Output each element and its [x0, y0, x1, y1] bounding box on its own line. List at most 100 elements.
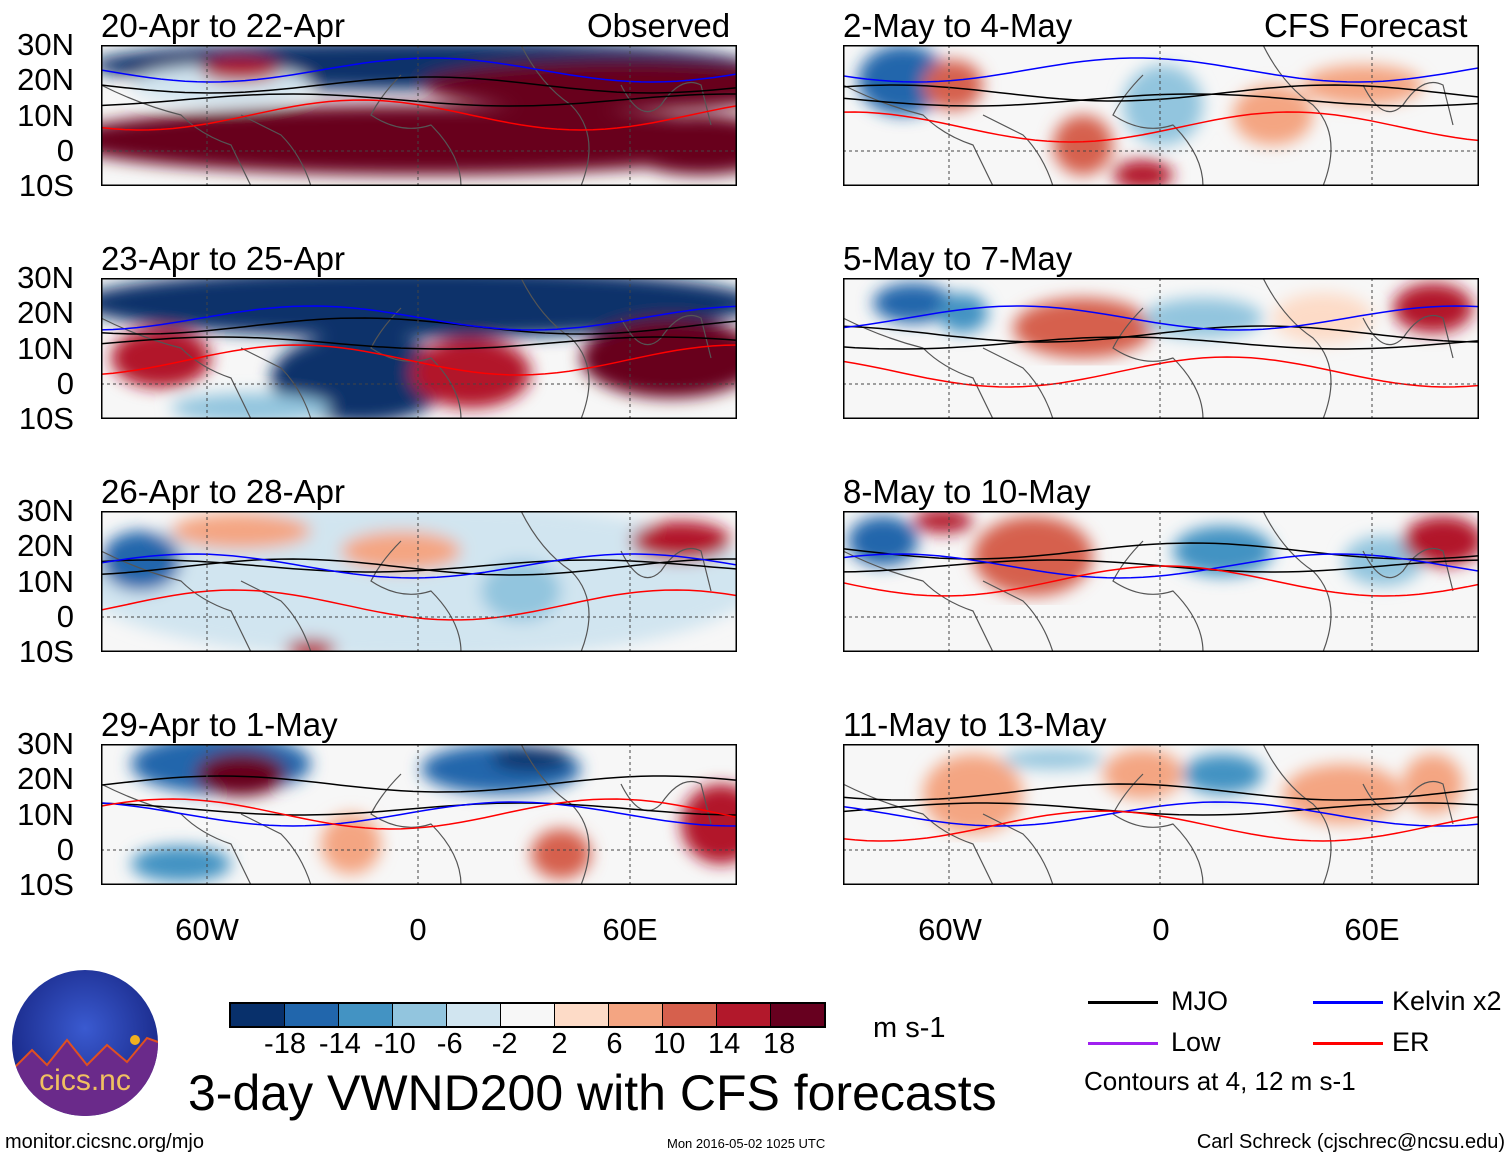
panel-title: 29-Apr to 1-May: [101, 706, 338, 743]
colorbar-swatch: [717, 1004, 771, 1026]
colorbar-swatch: [609, 1004, 663, 1026]
mjo-contour: [843, 802, 1479, 816]
colorbar: [229, 1002, 826, 1028]
anomaly-blob: [858, 45, 948, 115]
lat-label: 0: [56, 365, 74, 401]
anomaly-blob: [1183, 754, 1263, 794]
map-panel: [101, 511, 737, 652]
lat-label: 20N: [17, 62, 74, 98]
anomaly-blob: [481, 561, 561, 621]
anomaly-blob: [321, 814, 381, 874]
anomaly-blob: [101, 105, 737, 175]
colorbar-label: -10: [373, 1028, 416, 1060]
mjo-contour: [101, 93, 737, 107]
mjo-contour: [101, 76, 737, 94]
lat-label: 20N: [17, 761, 74, 797]
kelvin-contour: [843, 57, 1479, 83]
panel-title: 5-May to 7-May: [843, 240, 1073, 277]
anomaly-blob: [913, 511, 973, 533]
panel-frame: [843, 45, 1479, 186]
lat-label: 20N: [17, 295, 74, 331]
map-field: [101, 511, 737, 652]
anomaly-blob: [411, 338, 531, 408]
logo-text: cics.nc: [39, 1064, 131, 1097]
lat-label: 0: [56, 598, 74, 634]
map-panel: [843, 511, 1479, 652]
legend-mjo-line: [1088, 1001, 1158, 1004]
anomaly-blob: [271, 333, 451, 419]
lat-label: 10S: [18, 634, 74, 669]
anomaly-blob: [1013, 298, 1153, 358]
colorbar-label: 14: [708, 1028, 741, 1060]
lon-label: 0: [1152, 912, 1170, 947]
map-field: [101, 45, 737, 186]
anomaly-blob: [1173, 526, 1273, 576]
anomaly-blob: [631, 521, 731, 561]
colorbar-swatch: [339, 1004, 393, 1026]
anomaly-blob: [1403, 754, 1463, 814]
lon-label: 60W: [918, 912, 982, 947]
colorbar-label: -6: [436, 1028, 463, 1060]
mjo-contour: [843, 336, 1479, 350]
kelvin-contour: [101, 305, 737, 331]
coastline: [843, 45, 1454, 186]
kelvin-contour: [843, 305, 1479, 331]
coastline: [843, 744, 1454, 885]
map-panel: [843, 278, 1479, 419]
lat-label: 10S: [18, 867, 74, 902]
legend-er-line: [1313, 1042, 1383, 1045]
colorbar-label: 6: [606, 1028, 623, 1060]
coastline: [101, 45, 712, 186]
cics-logo: cics.nc: [12, 970, 158, 1116]
footer-url[interactable]: monitor.cicsnc.org/mjo: [5, 1131, 204, 1153]
panel-frame: [843, 511, 1479, 652]
map-field: [843, 511, 1479, 652]
colorbar-label: 10: [653, 1028, 686, 1060]
panel-title: 26-Apr to 28-Apr: [101, 473, 345, 510]
colorbar-swatch: [447, 1004, 501, 1026]
anomaly-blob: [111, 328, 211, 388]
legend-kelvin: Kelvin x2: [1392, 986, 1502, 1016]
anomaly-blob: [1003, 749, 1103, 769]
colorbar-swatch: [231, 1004, 285, 1026]
panel-title: 8-May to 10-May: [843, 473, 1091, 510]
map-field: [101, 278, 737, 419]
mjo-contour: [843, 325, 1479, 343]
logo-mountains: [12, 1035, 158, 1116]
map-panel: [101, 278, 737, 419]
anomaly-blob: [1143, 298, 1263, 338]
colorbar-label: -18: [264, 1028, 306, 1060]
anomaly-blob: [938, 293, 988, 333]
colorbar-units: m s-1: [873, 1012, 946, 1044]
lat-label: 30N: [17, 260, 74, 295]
contour-note: Contours at 4, 12 m s-1: [1084, 1066, 1356, 1096]
lat-label: 30N: [17, 27, 74, 62]
lat-label: 0: [56, 831, 74, 867]
lat-label: 30N: [17, 726, 74, 761]
map-field: [101, 744, 737, 885]
figure-title: 3-day VWND200 with CFS forecasts: [188, 1065, 997, 1121]
anomaly-blob: [1053, 115, 1113, 175]
colorbar-swatch: [285, 1004, 339, 1026]
map-panel: [101, 744, 737, 885]
forecast-label: CFS Forecast: [1264, 7, 1468, 44]
anomaly-blob: [681, 784, 737, 864]
lon-label: 60W: [175, 912, 239, 947]
anomaly-blob: [171, 393, 331, 419]
anomaly-blob: [923, 754, 1023, 834]
colorbar-label: 2: [551, 1028, 568, 1060]
mjo-contour: [101, 558, 737, 576]
coastline: [101, 511, 712, 652]
lat-label: 30N: [17, 493, 74, 528]
map-field: [843, 45, 1479, 186]
panel-frame: [843, 744, 1479, 885]
anomaly-blob: [196, 752, 286, 796]
footer-author: Carl Schreck (cjschrec@ncsu.edu): [1196, 1131, 1505, 1153]
anomaly-blob: [286, 639, 336, 652]
anomaly-blob: [1403, 516, 1479, 566]
coastline: [843, 511, 1454, 652]
lat-label: 10S: [18, 401, 74, 436]
panel-title: 11-May to 13-May: [843, 706, 1107, 743]
anomaly-blob: [531, 829, 591, 879]
